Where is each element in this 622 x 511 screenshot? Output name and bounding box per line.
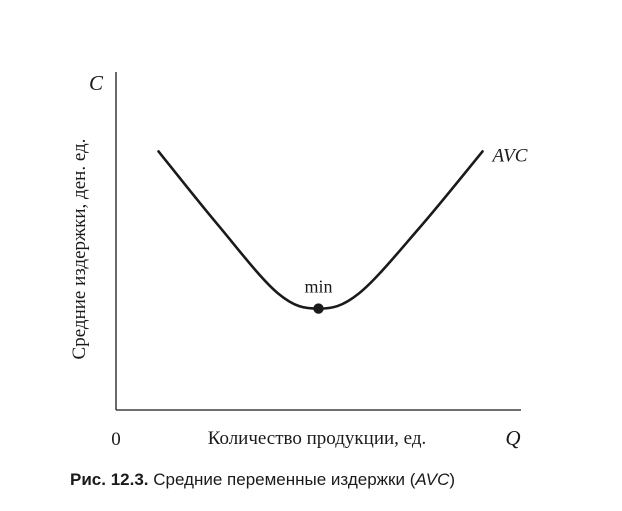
series-label-avc: AVC (491, 145, 528, 166)
labels: AVC min C Q 0 Количество продукции, ед. Средни… (69, 71, 528, 450)
caption-prefix: Рис. 12.3. (70, 470, 149, 489)
min-point-dot (313, 303, 324, 314)
x-axis-symbol: Q (505, 426, 520, 450)
caption-italic: AVC (415, 470, 450, 489)
curves (157, 150, 484, 314)
x-axis-label: Количество продукции, ед. (208, 428, 427, 449)
figure-caption: Рис. 12.3. Средние переменные издержки (… (70, 470, 610, 490)
caption-text: Средние переменные издержки ( (148, 470, 416, 489)
min-label: min (304, 277, 332, 297)
origin-label: 0 (111, 429, 121, 450)
caption-suffix: ) (449, 470, 456, 489)
y-axis-symbol: C (89, 71, 104, 95)
axes (115, 72, 521, 411)
y-axis-label: Средние издержки, ден. ед. (69, 139, 90, 360)
